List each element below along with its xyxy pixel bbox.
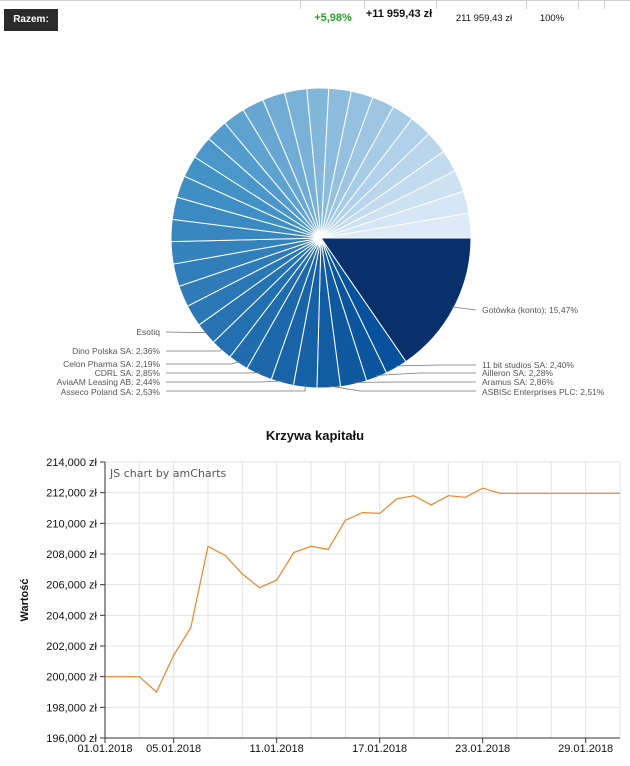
pie-slice-label: ASBISc Enterprises PLC: 2,51% [482, 387, 605, 397]
total-change-percent: +5,98% [314, 12, 352, 24]
pie-slice-label: CDRL SA: 2,85% [95, 368, 161, 378]
allocation-pie-chart: Gotówka (konto): 15,47% 11 bit studios SA… [57, 87, 605, 397]
y-tick-label: 204,000 zł [46, 610, 97, 622]
y-tick-label: 206,000 zł [46, 580, 97, 592]
pie-leader-line [395, 364, 476, 367]
total-profit: +11 959,43 zł [365, 8, 433, 20]
y-tick-label: 210,000 zł [46, 518, 97, 530]
equity-series-line[interactable] [105, 487, 620, 693]
pie-slice-label: Ailleron SA: 2,28% [482, 368, 553, 378]
x-tick-label: 11.01.2018 [250, 743, 304, 755]
total-portfolio-value: 211 959,43 zł [455, 13, 513, 24]
column-divider [526, 1, 527, 9]
pie-slice-label: 11 bit studios SA: 2,40% [482, 360, 574, 370]
portfolio-summary-row: Razem: +5,98% +11 959,43 zł 211 959,43 z… [0, 0, 630, 37]
pie-slice-label: Aramus SA: 2,86% [482, 377, 554, 387]
x-tick-label: 17.01.2018 [352, 743, 407, 755]
pie-slice-label: Esotiq [136, 327, 160, 337]
pie-leader-line [166, 348, 223, 352]
pie-slice-label: Celon Pharma SA: 2,19% [63, 359, 160, 369]
pie-leader-line [165, 331, 208, 334]
column-divider [604, 1, 605, 9]
pie-slice-label: Asseco Poland SA: 2,53% [61, 387, 161, 397]
y-tick-label: 196,000 zł [46, 733, 97, 745]
pie-leader-line [375, 372, 476, 376]
column-divider [300, 1, 301, 9]
y-tick-label: 198,000 zł [46, 702, 97, 714]
pie-slice-label: AviaAM Leasing AB: 2,44% [57, 377, 161, 387]
pie-slice-label: Gotówka (konto): 15,47% [482, 305, 578, 315]
pie-leader-line [166, 385, 306, 392]
y-tick-label: 208,000 zł [46, 549, 97, 561]
total-share: 100% [539, 13, 565, 24]
pie-slice-label: Dino Polska SA: 2,36% [72, 346, 160, 356]
equity-chart-title: Krzywa kapitału [265, 428, 365, 443]
x-tick-label: 05.01.2018 [146, 743, 201, 755]
y-tick-label: 214,000 zł [46, 457, 97, 469]
pie-slice[interactable] [320, 237, 472, 363]
chart-credit-link[interactable]: JS chart by amCharts [109, 467, 226, 480]
pie-leader-line [166, 361, 240, 365]
x-tick-label: 23.01.2018 [455, 743, 510, 755]
pie-slice[interactable] [320, 212, 472, 239]
total-label: Razem: [4, 9, 58, 31]
y-tick-label: 212,000 zł [46, 488, 97, 500]
y-tick-label: 200,000 zł [46, 672, 97, 684]
x-tick-label: 01.01.2018 [77, 743, 132, 755]
column-divider [436, 1, 437, 9]
pie-leader-line [166, 380, 283, 383]
column-divider [364, 1, 365, 9]
y-axis-title: Wartość [19, 579, 31, 622]
equity-line-chart: 196,000 zł 198,000 zł 200,000 zł 202,000 zł… [19, 457, 621, 755]
x-tick-label: 29.01.2018 [558, 743, 613, 755]
column-divider [578, 1, 579, 9]
pie-leader-line [328, 385, 476, 392]
y-tick-label: 202,000 zł [46, 641, 97, 653]
pie-leader-line [451, 306, 477, 311]
